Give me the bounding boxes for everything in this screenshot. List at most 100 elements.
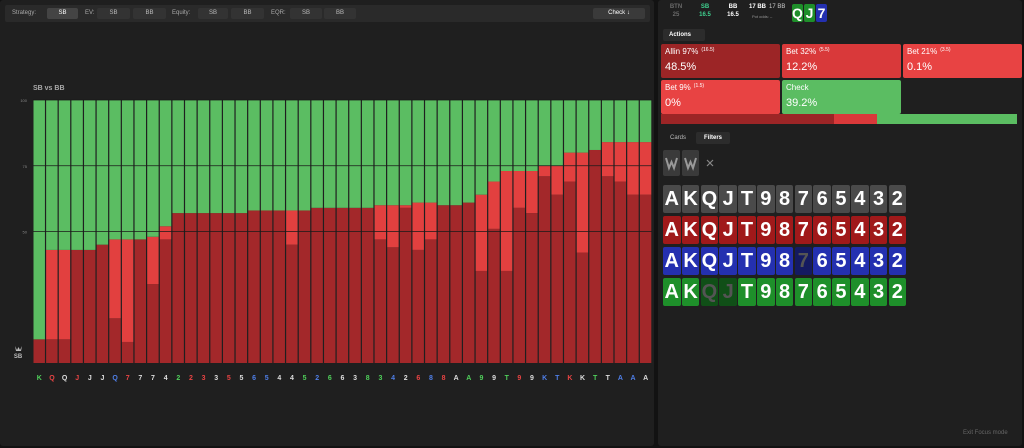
rank-card[interactable]: 4 (851, 185, 869, 213)
bar-segment (159, 226, 172, 240)
rank-card[interactable]: 9 (757, 216, 775, 244)
action-cell[interactable]: Bet 9% (1.5) 0% (661, 80, 780, 114)
rank-card[interactable]: A (663, 247, 681, 275)
action-cell[interactable]: Allin 97% (16.5) 48.5% (661, 44, 780, 78)
rank-card[interactable]: 2 (888, 185, 907, 213)
x-tick-label: 6 (328, 375, 332, 382)
rank-card[interactable]: 2 (888, 216, 907, 244)
rank-card[interactable]: 5 (832, 216, 850, 244)
rank-card[interactable]: 7 (794, 216, 813, 244)
rank-card[interactable]: T (738, 185, 756, 213)
rank-card[interactable]: K (681, 216, 700, 244)
frequency-segment (833, 114, 878, 124)
rank-card[interactable]: J (719, 247, 737, 275)
x-tick-label: 5 (227, 375, 231, 382)
bar-segment (551, 165, 563, 195)
toolbar: Strategy: SB EV: SB BB Equity: SB BB EQR: SB BB Che… (5, 5, 650, 22)
rank-card[interactable]: T (738, 247, 756, 275)
toggle-button[interactable]: BB (324, 8, 356, 19)
toggle-button[interactable]: SB (47, 8, 78, 19)
toggle-button[interactable]: SB (198, 8, 228, 19)
action-cell[interactable]: Check 39.2% (782, 80, 901, 114)
tab[interactable]: Filters (696, 132, 730, 144)
rank-card[interactable]: 5 (832, 247, 850, 275)
toggle-button[interactable]: BB (231, 8, 264, 19)
x-tick-label: T (606, 375, 611, 382)
bar-segment (601, 100, 614, 143)
rank-card[interactable]: A (663, 278, 681, 306)
x-tick-label: A (631, 375, 636, 382)
action-dropdown[interactable]: Check ↓ (593, 8, 645, 19)
x-tick-label: A (454, 375, 459, 382)
rank-card[interactable]: 8 (775, 185, 794, 213)
toggle-button[interactable]: SB (97, 8, 130, 19)
rank-card[interactable]: 4 (851, 216, 869, 244)
rank-card[interactable]: 6 (813, 185, 831, 213)
rank-card[interactable]: 8 (775, 278, 794, 306)
rank-card[interactable]: 8 (775, 216, 794, 244)
rank-card[interactable]: Q (700, 216, 719, 244)
action-cell[interactable]: Bet 21% (3.5) 0.1% (903, 44, 1022, 78)
rank-card[interactable]: T (738, 216, 756, 244)
rank-card[interactable]: J (719, 185, 737, 213)
rank-card[interactable]: Q (700, 247, 719, 275)
rank-card[interactable]: 4 (851, 247, 869, 275)
rank-card[interactable]: 7 (794, 185, 813, 213)
rank-card[interactable]: 3 (869, 247, 888, 275)
rank-card[interactable]: 9 (757, 185, 775, 213)
bar-segment (197, 100, 210, 214)
bar-segment (311, 207, 323, 363)
rank-card[interactable]: 6 (813, 247, 831, 275)
bar-segment (450, 205, 462, 363)
x-tick-label: 6 (252, 375, 256, 382)
x-tick-label: 2 (404, 375, 408, 382)
rank-card[interactable]: 8 (775, 247, 794, 275)
x-tick-label: J (88, 375, 92, 382)
bar-segment (71, 100, 83, 250)
rank-card[interactable]: K (681, 247, 700, 275)
x-tick-label: A (466, 375, 471, 382)
rank-card[interactable]: Q (700, 185, 719, 213)
y-tick-label: 100 (20, 98, 27, 103)
bar-segment (399, 207, 412, 363)
rank-card[interactable]: A (663, 185, 681, 213)
exit-focus[interactable]: Exit Focus mode (963, 430, 1008, 436)
rank-card[interactable]: T (738, 278, 756, 306)
rank-card[interactable]: 5 (832, 278, 850, 306)
rank-card[interactable]: 3 (869, 185, 888, 213)
suit-filter[interactable] (663, 150, 680, 176)
rank-card[interactable]: 7 (794, 247, 813, 275)
bar-segment (361, 100, 374, 208)
rank-card[interactable]: Q (700, 278, 719, 306)
rank-card[interactable]: 6 (813, 278, 831, 306)
rank-card[interactable]: 9 (757, 247, 775, 275)
rank-card[interactable]: 6 (813, 216, 831, 244)
rank-card[interactable]: 2 (888, 278, 907, 306)
action-frequency: 39.2% (786, 97, 818, 109)
toggle-button[interactable]: SB (290, 8, 322, 19)
rank-card[interactable]: 9 (757, 278, 775, 306)
rank-card[interactable]: 4 (851, 278, 869, 306)
rank-card[interactable]: J (719, 216, 737, 244)
clear-filter[interactable] (704, 156, 716, 168)
rank-card[interactable]: J (719, 278, 737, 306)
rank-card[interactable]: 5 (832, 185, 850, 213)
actions-tab[interactable]: Actions (663, 29, 705, 41)
bar-segment (235, 213, 248, 363)
rank-card[interactable]: K (681, 185, 700, 213)
rank-card[interactable]: 3 (869, 278, 888, 306)
rank-card[interactable]: K (681, 278, 700, 306)
bar-segment (564, 152, 576, 182)
toggle-button[interactable]: BB (133, 8, 166, 19)
rank-card[interactable]: A (663, 216, 681, 244)
bar-segment (248, 210, 260, 363)
rank-card[interactable]: 7 (794, 278, 813, 306)
bar-segment (172, 100, 184, 214)
tab[interactable]: Cards (669, 135, 686, 141)
action-cell[interactable]: Bet 32% (5.5) 12.2% (782, 44, 901, 78)
suit-filter[interactable] (682, 150, 699, 176)
rank-card[interactable]: 2 (888, 247, 907, 275)
bar-segment (488, 181, 500, 229)
rank-card[interactable]: 3 (869, 216, 888, 244)
